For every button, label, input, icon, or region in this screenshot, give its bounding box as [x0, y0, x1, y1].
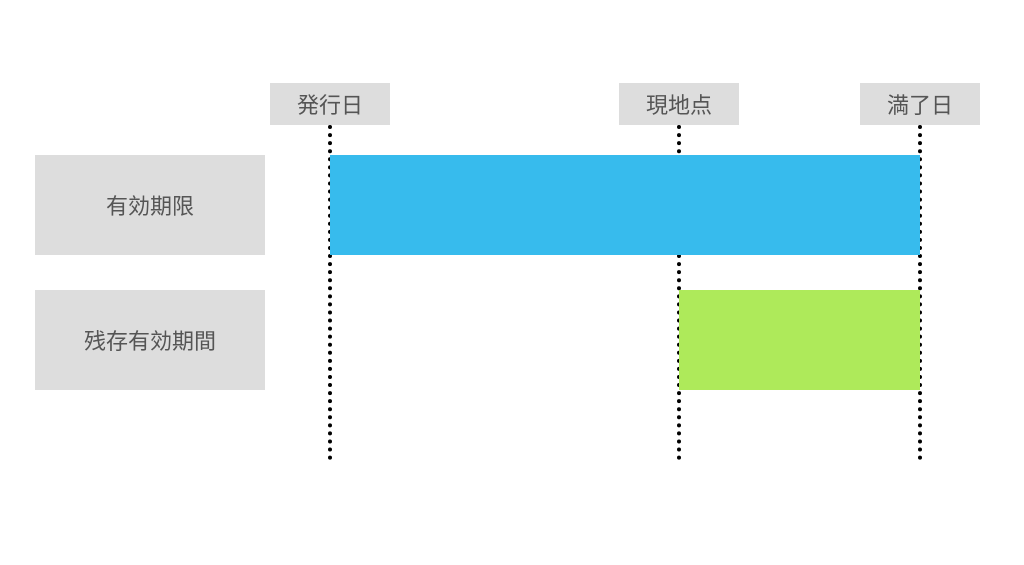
row-label-validity_period: 有効期限 [35, 155, 265, 255]
bar-validity_period [330, 155, 920, 255]
bar-remaining_period [679, 290, 920, 390]
row-label-remaining_period: 残存有効期間 [35, 290, 265, 390]
time-marker-issue: 発行日 [270, 83, 390, 125]
time-marker-current: 現地点 [619, 83, 739, 125]
timeline-chart: 発行日 現地点 満了日有効期限残存有効期間 [0, 0, 1024, 565]
time-marker-expiry: 満了日 [860, 83, 980, 125]
